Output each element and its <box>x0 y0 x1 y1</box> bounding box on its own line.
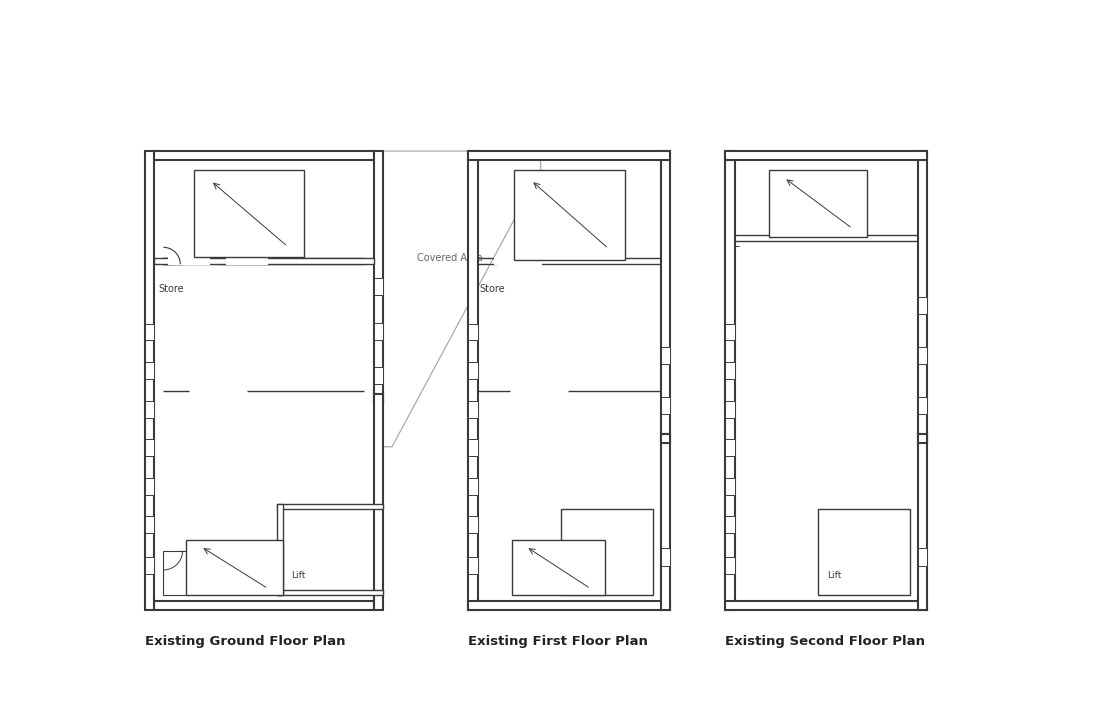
Bar <box>469 151 477 610</box>
Bar <box>145 323 154 341</box>
Bar <box>515 169 625 260</box>
Text: Store: Store <box>158 284 184 294</box>
Bar <box>469 557 477 574</box>
Text: Lift: Lift <box>292 572 306 580</box>
Bar <box>226 257 268 265</box>
Bar <box>469 362 477 379</box>
Bar <box>186 540 283 595</box>
Bar <box>726 362 735 379</box>
Bar <box>145 400 154 418</box>
Bar <box>661 397 670 415</box>
Bar <box>495 257 542 265</box>
Bar <box>726 557 735 574</box>
Text: Lift: Lift <box>827 572 842 580</box>
Bar <box>661 433 670 443</box>
Text: Covered Area: Covered Area <box>418 253 483 263</box>
Bar <box>726 400 735 418</box>
Bar <box>145 516 154 533</box>
Bar <box>726 600 927 610</box>
Bar <box>818 509 911 595</box>
Bar <box>917 397 927 415</box>
Bar <box>469 600 670 610</box>
Bar <box>163 551 188 595</box>
Bar <box>726 516 735 533</box>
Bar <box>469 516 477 533</box>
Bar <box>374 151 383 403</box>
Bar <box>277 503 383 509</box>
Bar <box>469 151 670 161</box>
Bar <box>277 590 383 595</box>
Bar <box>145 557 154 574</box>
Bar <box>495 257 542 265</box>
Bar <box>917 297 927 315</box>
Bar <box>726 477 735 495</box>
Bar <box>661 151 670 443</box>
Bar <box>726 439 735 456</box>
Bar <box>469 323 477 341</box>
Bar <box>374 278 383 295</box>
Bar <box>469 400 477 418</box>
Text: Existing Ground Floor Plan: Existing Ground Floor Plan <box>145 634 345 648</box>
Bar <box>726 151 735 610</box>
Bar <box>195 171 305 257</box>
Text: Store: Store <box>478 284 505 294</box>
Bar <box>145 362 154 379</box>
Bar <box>469 439 477 456</box>
Bar <box>769 169 867 237</box>
Bar <box>917 346 927 364</box>
Bar <box>168 257 210 265</box>
Bar <box>661 433 670 610</box>
Bar <box>374 323 383 340</box>
Bar <box>374 366 383 384</box>
Bar <box>513 540 605 595</box>
Bar <box>374 394 383 610</box>
Text: Existing Second Floor Plan: Existing Second Floor Plan <box>726 634 925 648</box>
Bar <box>661 346 670 364</box>
Bar <box>661 548 670 566</box>
Bar <box>726 151 927 161</box>
Bar <box>469 477 477 495</box>
Bar <box>154 151 374 161</box>
Bar <box>917 151 927 443</box>
Bar <box>154 258 374 264</box>
Bar <box>561 509 653 595</box>
Text: Store: Store <box>777 221 803 231</box>
Bar <box>145 477 154 495</box>
Bar <box>917 433 927 610</box>
Bar <box>917 433 927 443</box>
Bar <box>145 439 154 456</box>
Bar <box>145 151 154 610</box>
Bar <box>726 323 735 341</box>
Bar <box>917 548 927 566</box>
Bar <box>277 503 283 595</box>
Text: Lift: Lift <box>570 572 584 580</box>
Bar <box>374 394 383 403</box>
Text: Existing First Floor Plan: Existing First Floor Plan <box>469 634 648 648</box>
Bar <box>154 600 374 610</box>
